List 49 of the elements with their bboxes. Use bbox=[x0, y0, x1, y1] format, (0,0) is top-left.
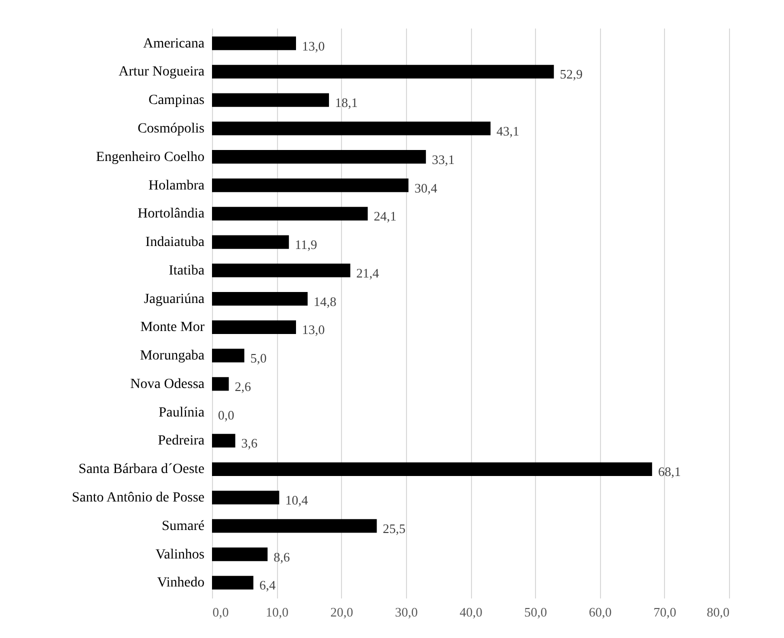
y-tick-label: Nova Odessa bbox=[130, 376, 206, 392]
y-tick-label: Americana bbox=[143, 36, 206, 52]
data-label: 68,1 bbox=[658, 464, 681, 480]
x-tick-label: 20,0 bbox=[330, 604, 354, 620]
y-tick-label: Indaiatuba bbox=[145, 235, 206, 250]
x-tick-label: 60,0 bbox=[588, 604, 612, 620]
y-tick-label: Engenheiro Coelho bbox=[96, 150, 204, 165]
data-label: 25,5 bbox=[382, 520, 406, 536]
y-tick-label: Cosmópolis bbox=[138, 121, 204, 136]
x-tick-label: 10,0 bbox=[266, 604, 288, 620]
data-label: 5,0 bbox=[250, 350, 267, 366]
y-tick-label: Pedreira bbox=[158, 434, 206, 449]
data-label: 13,0 bbox=[302, 38, 325, 54]
data-label: 21,4 bbox=[356, 265, 380, 280]
data-label: 52,9 bbox=[560, 66, 583, 82]
data-label: 8,6 bbox=[274, 549, 290, 564]
y-tick-label: Santa Bárbara d´Oeste bbox=[78, 462, 204, 478]
y-tick-label: Itatiba bbox=[168, 263, 206, 278]
x-tick-label: 40,0 bbox=[460, 604, 482, 620]
data-label: 13,0 bbox=[302, 322, 325, 338]
y-tick-label: Holambra bbox=[148, 178, 206, 194]
y-tick-label: Santo Antônio de Posse bbox=[72, 490, 204, 506]
data-label: 24,1 bbox=[374, 208, 396, 224]
data-label: 0,0 bbox=[218, 407, 234, 422]
data-label: 18,1 bbox=[334, 95, 358, 110]
y-tick-label: Sumaré bbox=[162, 518, 204, 534]
data-label: 11,9 bbox=[294, 237, 318, 252]
x-tick-label: 30,0 bbox=[395, 604, 418, 620]
x-tick-label: 50,0 bbox=[524, 604, 547, 620]
x-tick-label: 0,0 bbox=[212, 604, 229, 620]
data-label: 14,8 bbox=[314, 294, 336, 309]
y-tick-label: Vinhedo bbox=[157, 576, 204, 591]
data-label: 33,1 bbox=[432, 152, 455, 167]
x-tick-label: 80,0 bbox=[706, 604, 730, 620]
data-label: 2,6 bbox=[234, 378, 252, 394]
y-tick-label: Artur Nogueira bbox=[118, 64, 206, 80]
y-tick-label: Paulínia bbox=[158, 405, 206, 420]
y-tick-label: Campinas bbox=[148, 93, 204, 108]
data-label: 30,4 bbox=[414, 180, 438, 196]
data-label: 10,4 bbox=[285, 492, 308, 508]
data-label: 3,6 bbox=[241, 436, 258, 451]
y-tick-label: Valinhos bbox=[156, 547, 204, 562]
y-tick-label: Monte Mor bbox=[140, 320, 205, 336]
data-label: 6,4 bbox=[259, 578, 276, 593]
y-tick-label: Hortolândia bbox=[138, 206, 206, 222]
data-label: 43,1 bbox=[496, 123, 520, 138]
x-tick-label: 70,0 bbox=[654, 604, 676, 620]
y-tick-label: Morungaba bbox=[140, 348, 206, 364]
y-tick-label: Jaguariúna bbox=[144, 292, 206, 307]
